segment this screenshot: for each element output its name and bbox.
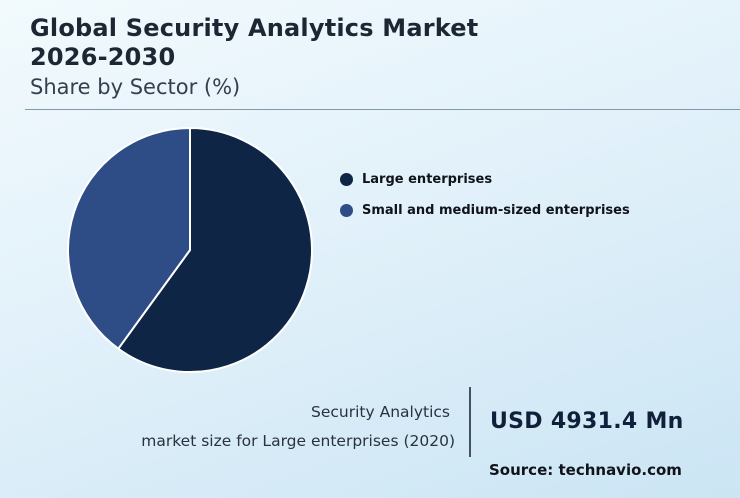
legend-dot-icon	[340, 204, 353, 217]
pie-slice-large-enterprises	[117, 127, 313, 373]
caption-line-2: market size for Large enterprises (2020)	[141, 431, 455, 450]
market-size-value: USD 4931.4 Mn	[490, 409, 684, 434]
legend-item-sme: Small and medium-sized enterprises	[340, 203, 630, 218]
pie-slice-sme	[67, 127, 191, 350]
caption-line-1: Security Analytics	[311, 403, 450, 421]
legend: Large enterprises Small and medium-sized…	[340, 172, 630, 218]
header-divider-line	[25, 109, 740, 110]
chart-subtitle: Share by Sector (%)	[30, 74, 241, 99]
legend-dot-icon	[340, 173, 353, 186]
pie-chart	[67, 127, 313, 373]
legend-label: Small and medium-sized enterprises	[362, 203, 630, 218]
pie-chart-area	[60, 120, 320, 380]
source-attribution: Source: technavio.com	[489, 461, 682, 479]
caption-value-divider	[469, 387, 471, 457]
legend-label: Large enterprises	[362, 172, 493, 187]
market-size-caption: Security Analytics market size for Large…	[60, 398, 455, 455]
header: Global Security Analytics Market 2026-20…	[30, 14, 720, 99]
legend-item-large-enterprises: Large enterprises	[340, 172, 630, 187]
chart-title: Global Security Analytics Market 2026-20…	[30, 14, 479, 72]
